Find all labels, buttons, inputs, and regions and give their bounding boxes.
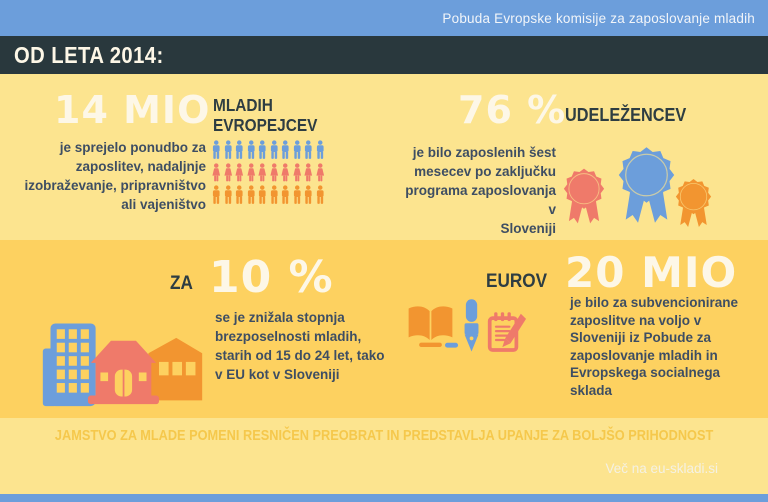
award-rosette-icon-red: [563, 168, 605, 224]
person-icon: [281, 162, 290, 181]
person-icon: [212, 162, 221, 181]
person-icon: [281, 140, 289, 159]
pictogram-row: [211, 162, 325, 183]
page-title: OD LETA 2014:: [14, 41, 164, 68]
stat-youth-value: 14 MIO: [54, 88, 211, 132]
stat-youth-label: MLADIH EVROPEJCEV: [213, 95, 318, 135]
title-bar: OD LETA 2014:: [0, 36, 768, 74]
top-bar-text: Pobuda Evropske komisije za zaposlovanje…: [442, 10, 755, 26]
person-icon: [292, 162, 301, 181]
person-icon: [269, 162, 278, 181]
pen-icon: [445, 299, 479, 352]
stat-participants-value: 76 %: [458, 88, 567, 132]
person-icon: [212, 185, 220, 204]
person-icon: [246, 162, 255, 181]
people-pictogram: [211, 140, 325, 205]
stat-participants-description: je bilo zaposlenih šest mesecev po zaklj…: [405, 145, 556, 236]
stat-funding-description: je bilo za subvencionirane zaposlitve na…: [570, 295, 739, 398]
person-icon: [224, 140, 232, 159]
person-icon: [247, 185, 255, 204]
person-icon: [304, 185, 312, 204]
person-icon: [258, 185, 266, 204]
person-icon: [212, 140, 220, 159]
person-icon: [304, 162, 313, 181]
person-icon: [247, 140, 255, 159]
person-icon: [235, 185, 243, 204]
person-icon: [235, 140, 243, 159]
buildings-icon: [42, 323, 203, 407]
open-book-icon: [408, 306, 453, 347]
person-icon: [281, 185, 289, 204]
person-icon: [258, 162, 267, 181]
stat-funding-value: 20 MIO: [565, 248, 738, 297]
pictogram-row: [211, 140, 325, 160]
person-icon: [223, 162, 232, 181]
notepad-pencil-icon: [487, 312, 527, 352]
award-rosette-icon-orange: [675, 178, 712, 228]
footer-headline: JAMSTVO ZA MLADE POMENI RESNIČEN PREOBRA…: [54, 428, 714, 444]
stat-unemployment-value: 10 %: [209, 252, 334, 303]
stat-participants-label: UDELEŽENCEV: [565, 104, 687, 125]
person-icon: [316, 185, 324, 204]
stat-unemployment-prefix: ZA: [170, 272, 193, 294]
person-icon: [270, 140, 278, 159]
pictogram-row: [211, 185, 325, 205]
top-bar: Pobuda Evropske komisije za zaposlovanje…: [0, 0, 768, 36]
bottom-accent-strip: [0, 494, 768, 502]
stat-funding-prefix: EUROV: [486, 270, 548, 292]
award-rosette-icon-blue: [618, 147, 675, 223]
stat-youth-description: je sprejelo ponudbo za zaposlitev, nadal…: [24, 140, 206, 212]
person-icon: [235, 162, 244, 181]
person-icon: [315, 162, 324, 181]
person-icon: [293, 140, 301, 159]
person-icon: [258, 140, 266, 159]
person-icon: [270, 185, 278, 204]
person-icon: [304, 140, 312, 159]
footer-website-text: Več na eu-skladi.si: [605, 461, 718, 476]
person-icon: [316, 140, 324, 159]
person-icon: [224, 185, 232, 204]
stat-unemployment-description: se je znižala stopnja brezposelnosti mla…: [215, 310, 385, 382]
person-icon: [293, 185, 301, 204]
